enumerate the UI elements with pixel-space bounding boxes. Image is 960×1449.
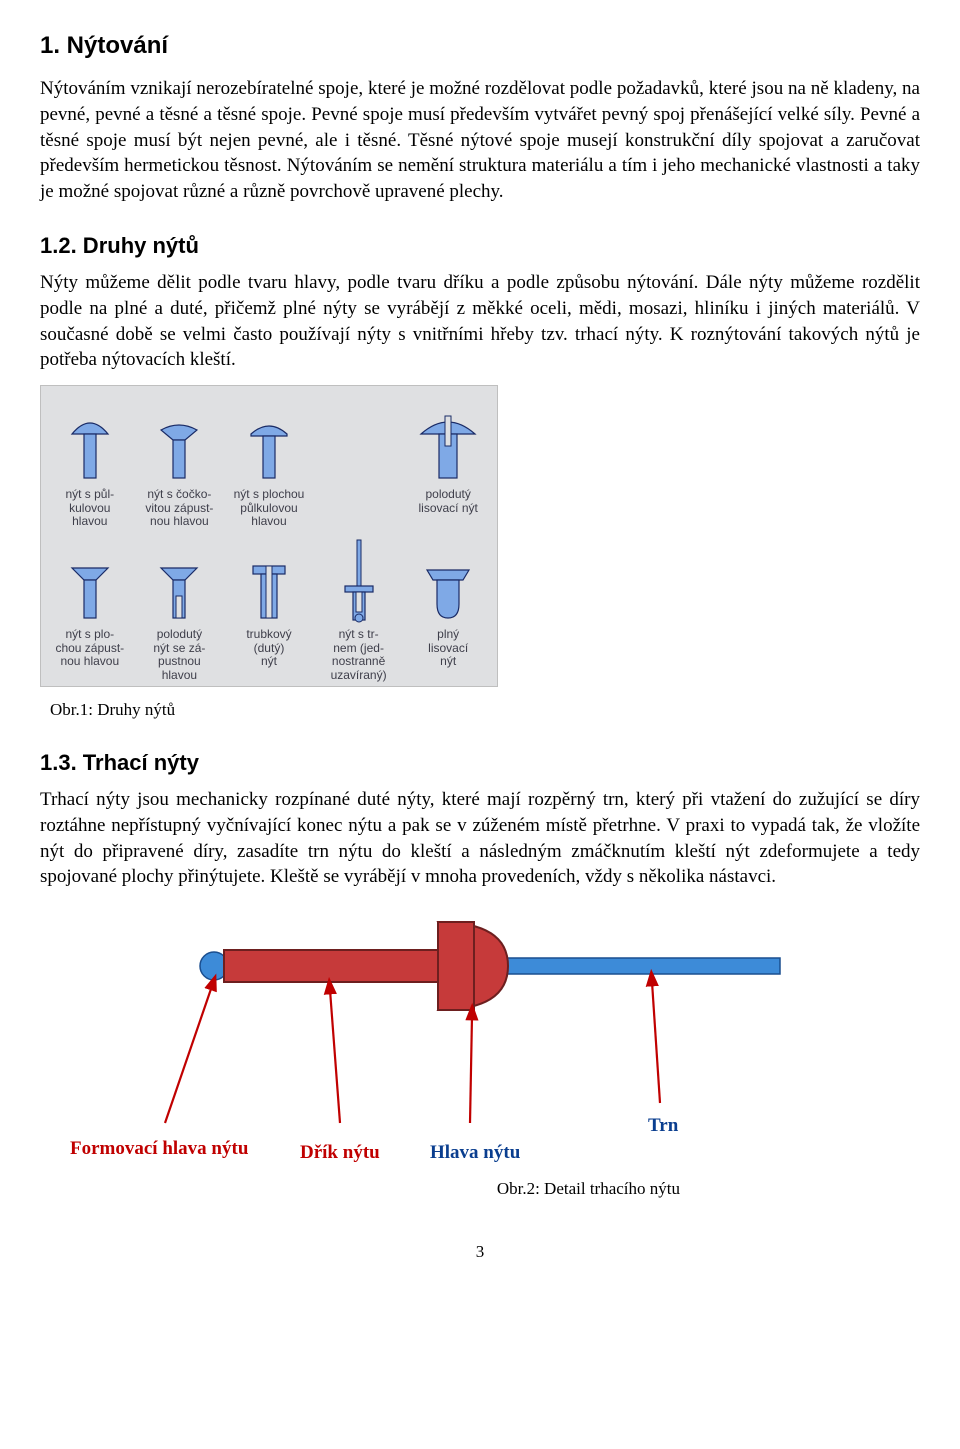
rivet-label: polodutýlisovací nýt <box>407 486 489 536</box>
rivet-label: plnýlisovacínýt <box>407 626 489 676</box>
rivet-label <box>318 486 400 536</box>
section-1-2-paragraph: Nýty můžeme dělit podle tvaru hlavy, pod… <box>40 270 920 373</box>
rivet-semi-hollow-countersunk-icon <box>139 536 221 626</box>
section-1-heading: 1. Nýtování <box>40 30 920 62</box>
rivet-lens-countersunk-icon <box>139 396 221 486</box>
figure-2-caption: Obr.2: Detail trhacího nýtu <box>40 1178 800 1201</box>
figure-2-blind-rivet: Formovací hlava nýtu Dřík nýtu Hlava nýt… <box>40 908 800 1201</box>
label-drik-nytu: Dřík nýtu <box>300 1140 380 1166</box>
section-1-3-heading: 1.3. Trhací nýty <box>40 748 920 778</box>
rivet-spacer <box>318 396 400 486</box>
section-1-paragraph: Nýtováním vznikají nerozebíratelné spoje… <box>40 76 920 204</box>
rivet-label: nýt s plochoupůlkulovouhlavou <box>228 486 310 536</box>
label-trn: Trn <box>648 1113 678 1139</box>
blind-rivet-diagram <box>40 908 800 1168</box>
rivet-tubular-icon <box>228 536 310 626</box>
rivet-with-mandrel-icon <box>318 536 400 626</box>
figure-1-caption: Obr.1: Druhy nýtů <box>50 699 920 722</box>
section-1-2-heading: 1.2. Druhy nýtů <box>40 231 920 261</box>
rivet-label: nýt s čočko-vitou zápust-nou hlavou <box>139 486 221 536</box>
section-1-3-paragraph: Trhací nýty jsou mechanicky rozpínané du… <box>40 787 920 890</box>
label-formovaci-hlava: Formovací hlava nýtu <box>70 1136 248 1162</box>
rivet-dome-head-icon <box>49 396 131 486</box>
page: 1. Nýtování Nýtováním vznikají nerozebír… <box>0 0 960 1304</box>
rivet-semi-hollow-press-icon <box>407 396 489 486</box>
rivet-label: trubkový(dutý)nýt <box>228 626 310 676</box>
rivet-label: polodutýnýt se zá-pustnouhlavou <box>139 626 221 676</box>
figure-1-rivet-types: nýt s půl-kulovouhlavou nýt s čočko-vito… <box>40 385 498 687</box>
rivet-flat-countersunk-icon <box>49 536 131 626</box>
rivet-flat-dome-icon <box>228 396 310 486</box>
page-number: 3 <box>40 1241 920 1264</box>
rivet-label: nýt s půl-kulovouhlavou <box>49 486 131 536</box>
rivet-solid-press-icon <box>407 536 489 626</box>
label-hlava-nytu: Hlava nýtu <box>430 1140 520 1166</box>
rivet-label: nýt s tr-nem (jed-nostranněuzavíraný) <box>318 626 400 676</box>
rivet-label: nýt s plo-chou zápust-nou hlavou <box>49 626 131 676</box>
